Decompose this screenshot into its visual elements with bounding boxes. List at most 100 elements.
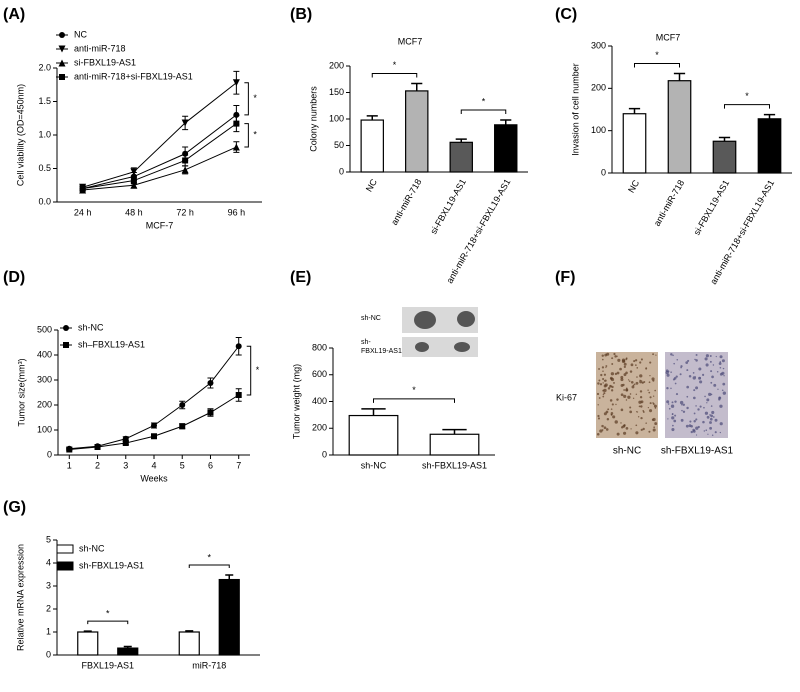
legend-label: sh-NC [78,322,104,332]
cell-dot [619,367,622,371]
cell-dot [639,380,643,384]
cell-dot [606,418,610,421]
cell-dot [614,420,618,424]
cell-dot [598,379,601,382]
cell-dot [647,407,649,409]
error-bar [361,408,386,416]
cell-dot [613,352,616,356]
cell-dot [704,357,708,361]
marker [130,181,138,189]
legend-label: NC [74,29,87,39]
cell-dot [695,353,698,356]
cell-dot [607,408,610,411]
cell-dot [695,434,698,436]
bar [360,119,384,173]
tumor [454,342,470,352]
cell-dot [627,395,631,399]
cell-dot [611,403,614,406]
cell-dot [648,430,651,433]
cell-dot [645,367,648,370]
cell-dot [633,360,636,363]
cell-dot [697,425,700,429]
marker [233,111,240,118]
significance-label: * [207,552,211,562]
x-tick-label: 5 [180,460,185,470]
cell-dot [719,431,722,434]
x-tick-label: 2 [95,460,100,470]
y-tick-label: 400 [312,396,327,406]
y-tick-label: 0.0 [38,196,51,206]
cell-dot [602,370,604,373]
cell-dot [723,375,725,377]
significance-label: * [655,50,659,60]
x-tick-label: 7 [236,460,241,470]
cell-dot [610,385,612,387]
cell-dot [652,353,655,356]
error-bar [763,113,776,119]
legend-label: anti-miR-718 [74,43,126,53]
error-bar [442,428,467,435]
legend-marker [63,342,69,348]
cell-dot [600,373,603,377]
cell-dot [634,359,638,362]
cell-dot [706,415,710,419]
marker [235,392,242,398]
cell-dot [674,400,677,403]
cell-dot [719,422,723,426]
cell-dot [602,377,605,381]
error-bar [500,119,512,125]
significance-label: * [412,385,416,395]
cell-dot [671,401,674,404]
significance-bracket [244,82,249,116]
cell-dot [692,372,695,374]
cell-dot [617,358,621,362]
series-line [82,82,237,188]
cell-dot [714,418,718,422]
x-tick-label: 48 h [125,207,143,217]
cell-dot [670,404,675,408]
cell-dot [712,416,715,418]
cell-dot [687,359,690,362]
cell-dot [648,409,653,413]
cell-dot [674,414,677,417]
cell-dot [599,383,603,386]
panel-label: (A) [3,6,25,23]
y-tick-label: 600 [312,369,327,379]
error-bar [366,115,378,121]
y-tick-label: 1.0 [38,129,51,139]
cell-dot [666,373,670,377]
tumor-photos [402,307,478,357]
marker [130,168,138,176]
cell-dot [604,383,608,387]
x-tick-label: 1 [67,460,72,470]
cell-dot [623,431,627,435]
cell-dot [635,411,638,413]
marker [232,143,240,151]
marker [79,185,86,192]
cell-dot [609,399,613,402]
cell-dot [702,420,705,424]
cell-dot [601,366,605,369]
cell-dot [710,414,714,418]
image-label: sh-NC [361,315,381,322]
cell-dot [614,355,617,358]
cell-dot [675,393,679,396]
chart-title: MCF7 [656,32,681,42]
cell-dot [610,408,613,410]
cell-dot [645,422,647,424]
cell-dot [610,372,615,376]
cell-dot [654,389,657,392]
cell-dot [695,386,699,390]
cell-dot [630,363,634,367]
bar [667,80,692,174]
cell-dot [704,395,706,398]
bar [348,414,399,456]
x-tick-label: sh-FBXL19-AS1 [422,460,487,470]
significance-bracket [246,345,252,396]
cell-dot [712,364,715,366]
bar [218,578,240,656]
marker [122,440,129,446]
cell-dot [603,388,607,393]
significance-bracket [244,123,249,148]
cell-dot [629,393,632,395]
